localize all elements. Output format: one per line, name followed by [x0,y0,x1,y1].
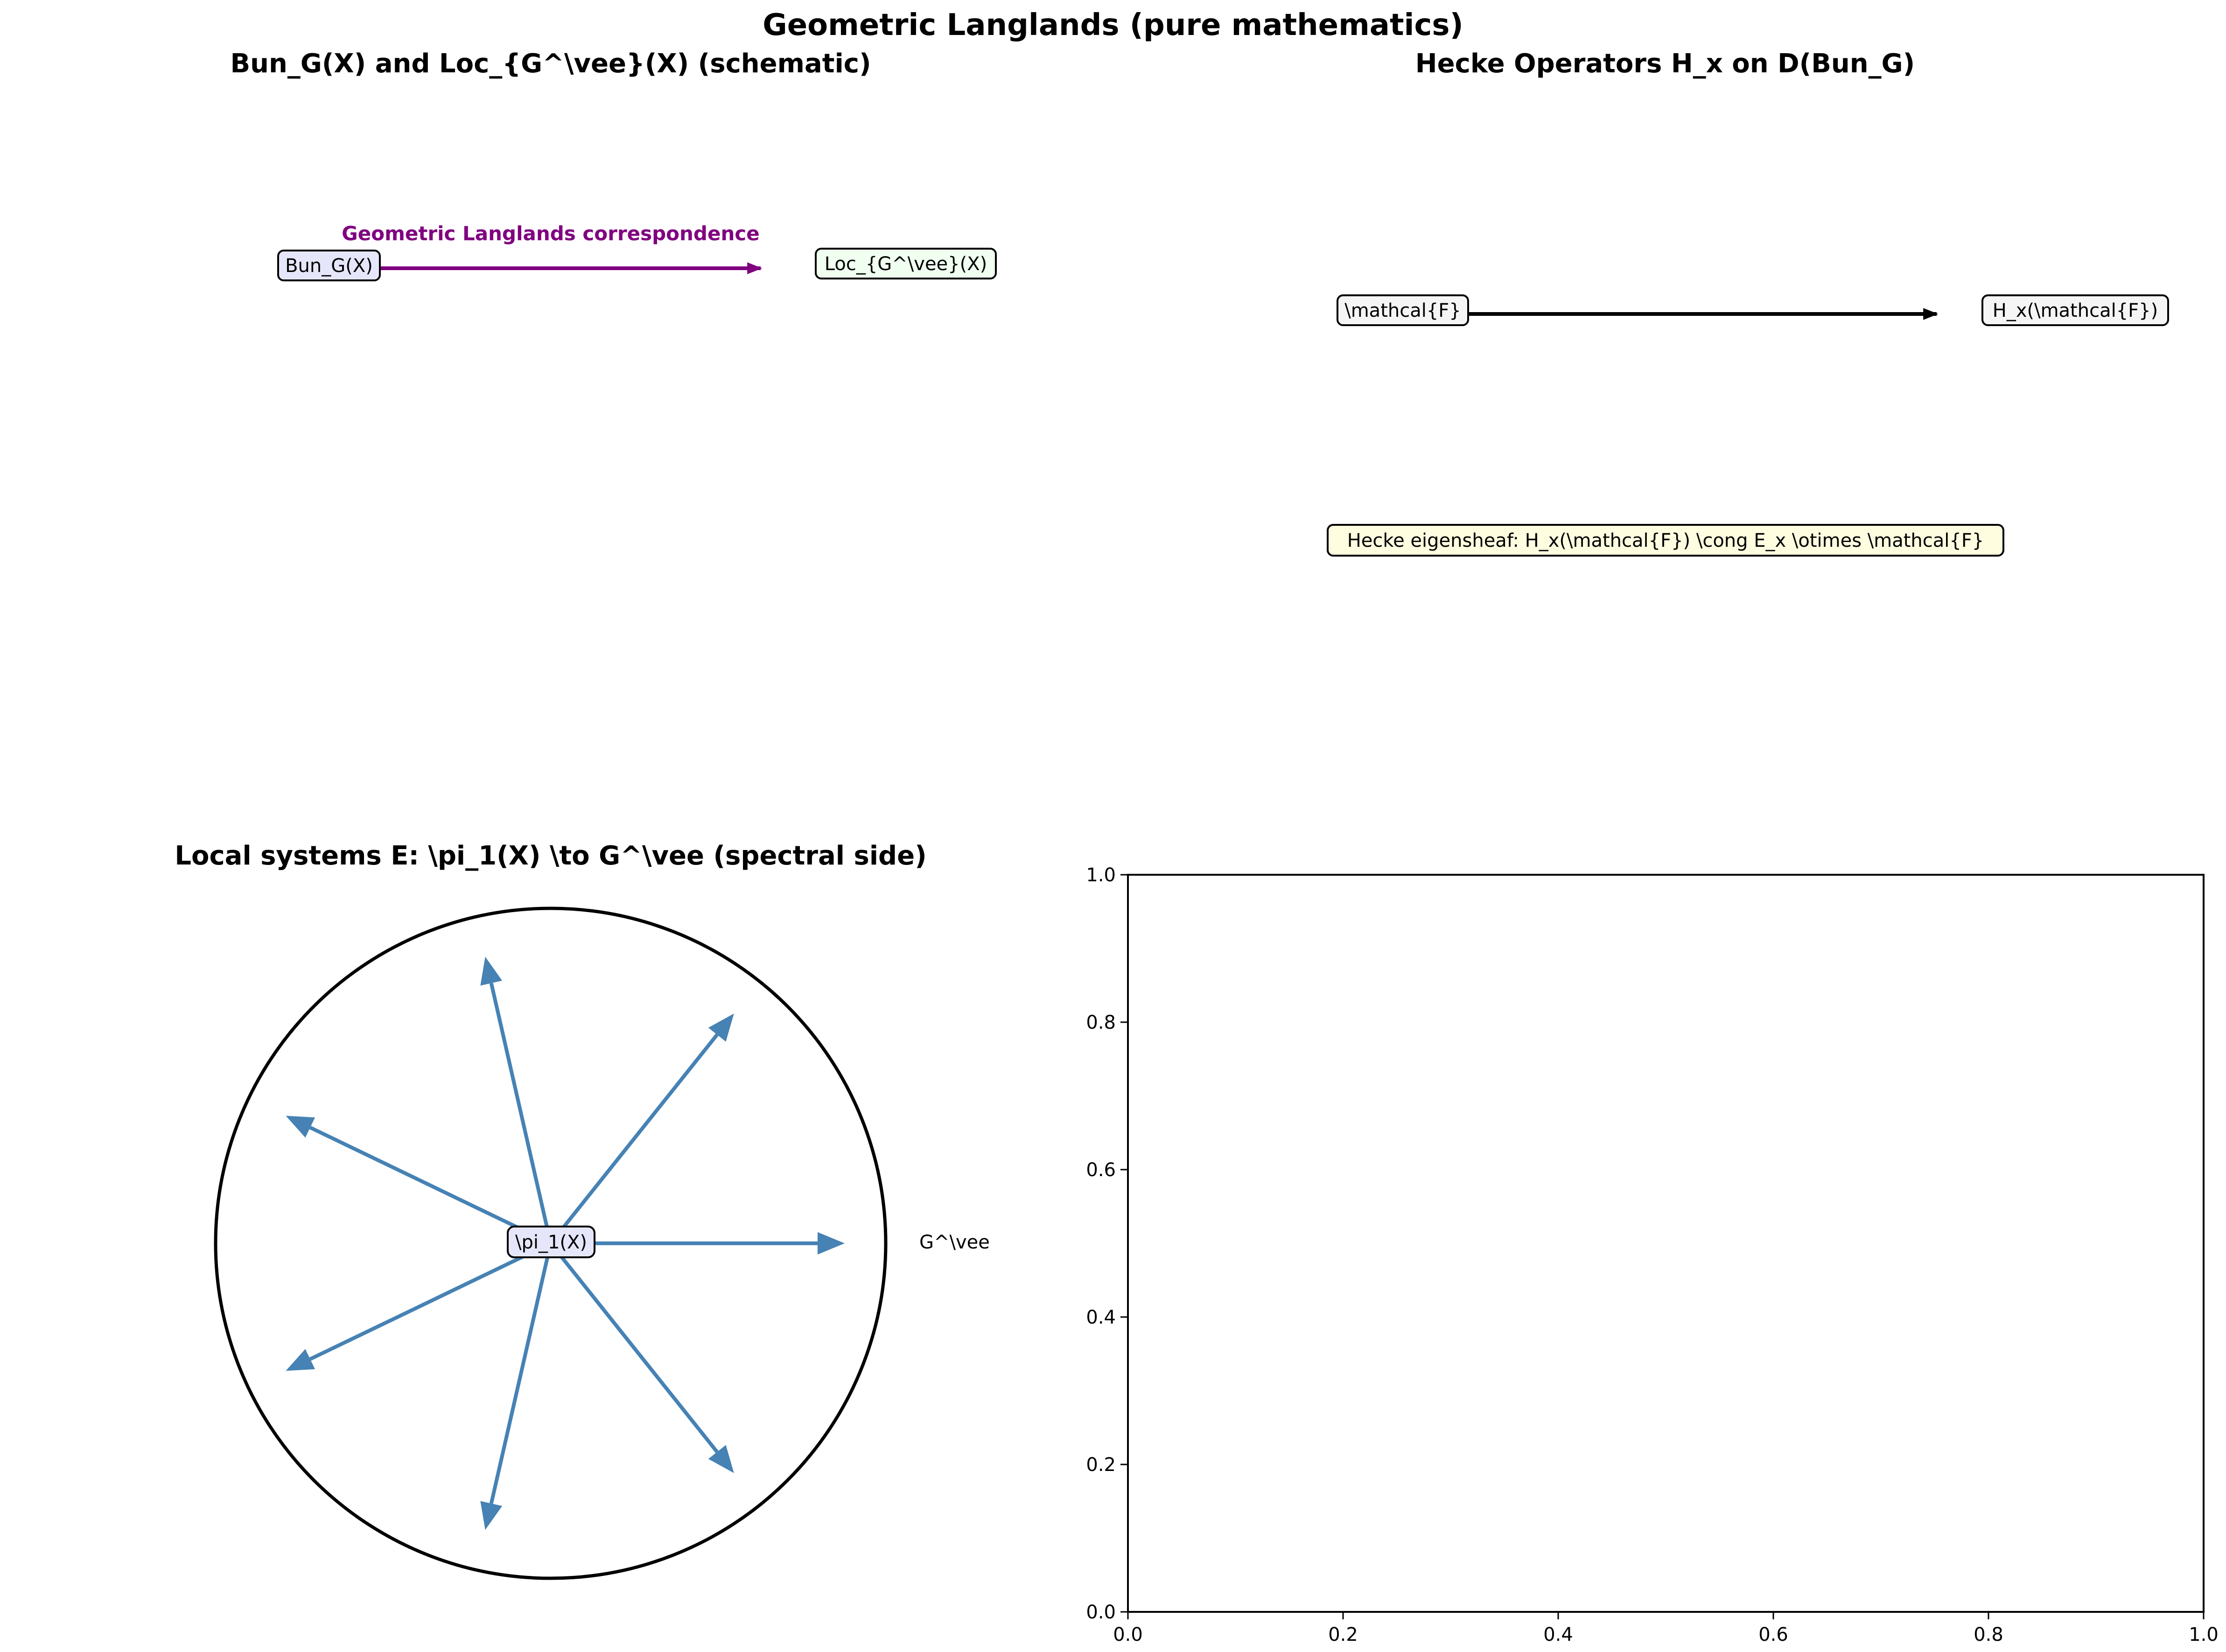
eigensheaf-note-box [1327,524,2004,557]
eigensheaf-note-text: Hecke eigensheaf: H_x(\mathcal{F}) \cong… [1347,530,1984,551]
panel-top-left: Bun_G(X) and Loc_{G^\vee}(X) (schematic)… [230,49,997,281]
local-system-arrow-shaft [489,1243,553,1504]
local-system-arrow-shaft [309,1126,552,1245]
y-tick-label: 1.0 [1086,864,1116,886]
local-system-arrow-head [286,1349,315,1371]
local-system-arrow-head [818,1232,845,1255]
y-axis-ticks: 0.0 0.2 0.4 0.6 0.8 1.0 [1086,864,1128,1623]
bun-g-node: Bun_G(X) [277,250,381,281]
local-system-arrows [286,956,845,1530]
local-system-arrow-head [480,1501,503,1530]
y-tick-label: 0.6 [1086,1159,1116,1181]
panel-top-left-title: Bun_G(X) and Loc_{G^\vee}(X) (schematic) [230,49,871,79]
panel-top-right-title: Hecke Operators H_x on D(Bun_G) [1415,49,1915,79]
loc-node-box [815,248,997,279]
figure-title: Geometric Langlands (pure mathematics) [763,8,1463,42]
panel-top-right: Hecke Operators H_x on D(Bun_G) \mathcal… [1327,49,2169,557]
pi1-node-label: \pi_1(X) [515,1232,587,1253]
bun-g-node-label: Bun_G(X) [285,255,373,277]
local-system-arrow-shaft [549,1242,719,1453]
sheaf-f-node-label: \mathcal{F} [1344,300,1461,321]
x-tick-label: 0.8 [1974,1624,2003,1645]
x-tick-label: 1.0 [2189,1624,2219,1645]
bun-g-node-box [277,250,381,281]
empty-axes: 0.0 0.2 0.4 0.6 0.8 1.0 0.0 0.2 0.4 0.6 0.8 1.0 [1086,864,2218,1645]
local-system-arrow-head [708,1013,734,1042]
hecke-image-node: H_x(\mathcal{F}) [1981,294,2169,326]
hecke-image-node-label: H_x(\mathcal{F}) [1993,300,2158,321]
local-system-arrow-head [286,1115,315,1138]
local-system-arrow-shaft [549,1033,719,1245]
local-system-arrow-shaft [309,1241,552,1361]
g-vee-label: G^\vee [919,1232,990,1253]
sheaf-f-node: \mathcal{F} [1337,294,1469,326]
correspondence-arrow-label: Geometric Langlands correspondence [342,222,759,245]
local-system-arrow-head [708,1445,734,1473]
pi1-node-box [507,1226,595,1258]
panel-bottom-left-title: Local systems E: \pi_1(X) \to G^\vee (sp… [175,841,926,871]
loc-node-label: Loc_{G^\vee}(X) [825,253,987,275]
x-tick-label: 0.0 [1113,1624,1143,1645]
axes-frame [1127,874,2205,1613]
x-tick-label: 0.4 [1543,1624,1573,1645]
loc-node: Loc_{G^\vee}(X) [815,248,997,279]
pi1-node: \pi_1(X) [507,1226,595,1258]
local-system-arrow-head [480,956,503,986]
hecke-image-node-box [1981,294,2169,326]
local-system-arrow-shaft [489,983,553,1244]
panel-bottom-left: Local systems E: \pi_1(X) \to G^\vee (sp… [175,841,990,1580]
y-tick-label: 0.2 [1086,1454,1116,1476]
sheaf-f-node-box [1337,294,1469,326]
x-tick-label: 0.6 [1758,1624,1788,1645]
y-tick-label: 0.4 [1086,1307,1116,1328]
eigensheaf-note: Hecke eigensheaf: H_x(\mathcal{F}) \cong… [1327,524,2004,557]
y-tick-label: 0.8 [1086,1012,1116,1033]
x-axis-ticks: 0.0 0.2 0.4 0.6 0.8 1.0 [1113,1612,2219,1645]
x-tick-label: 0.2 [1328,1624,1358,1645]
y-tick-label: 0.0 [1086,1602,1116,1623]
g-vee-circle [214,906,888,1580]
